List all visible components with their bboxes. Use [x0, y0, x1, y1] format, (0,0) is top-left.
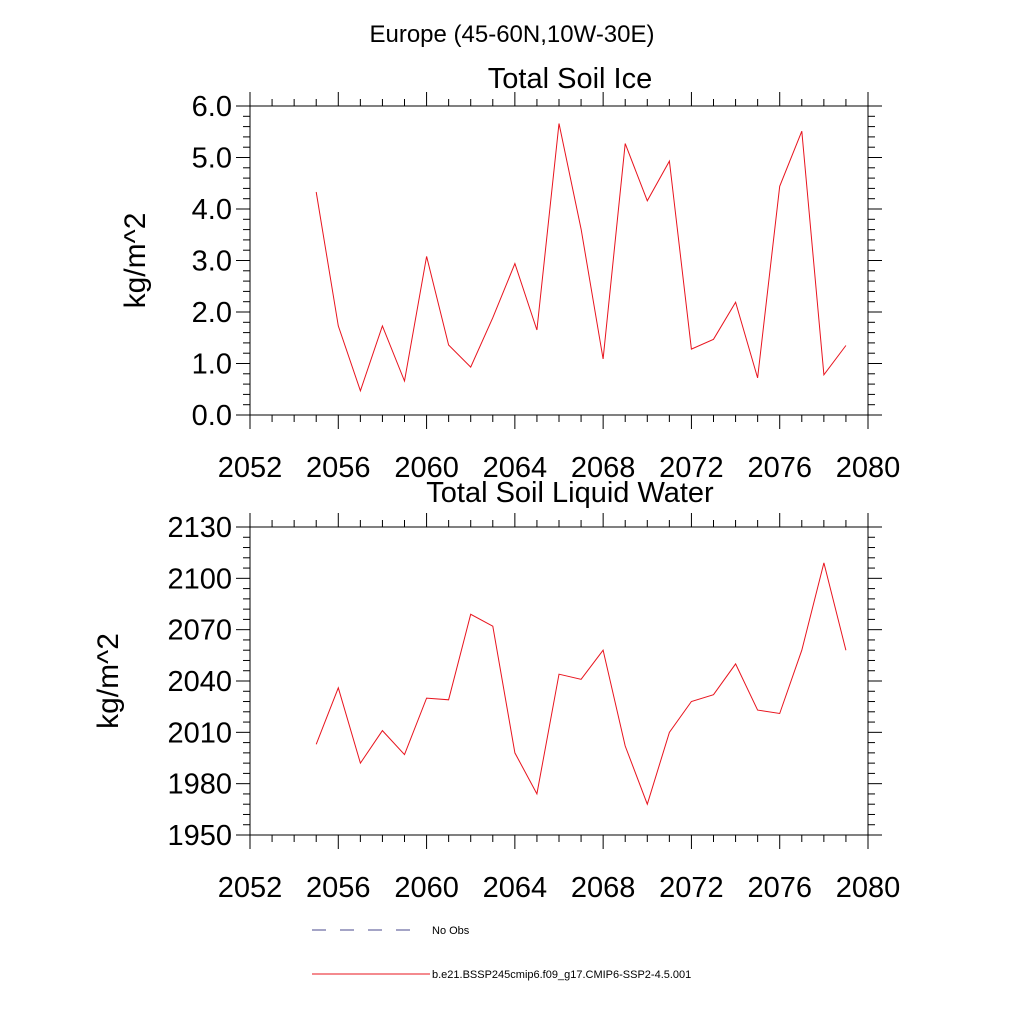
y-tick-label: 2070: [167, 615, 232, 647]
plot-frame: [249, 526, 869, 836]
panel-total-soil-liquid-water: Total Soil Liquid Water kg/m^2 2052 2056 206…: [92, 477, 900, 904]
legend-label-model: b.e21.BSSP245cmip6.f09_g17.CMIP6-SSP2-4.…: [432, 969, 691, 981]
panel-total-soil-ice: Total Soil Ice kg/m^2 2052 2056 2060 2064 2068…: [119, 63, 900, 484]
x-tick-label: 2076: [747, 872, 812, 904]
plot-frame: [249, 105, 869, 416]
x-tick-label: 2080: [836, 452, 901, 484]
y-tick-label: 2130: [167, 512, 232, 544]
x-tick-label: 2056: [306, 452, 371, 484]
chart-title: Total Soil Ice: [488, 63, 652, 95]
series-line: [315, 562, 847, 806]
y-tick-label: 1950: [167, 820, 232, 852]
x-tick-label: 2056: [306, 872, 371, 904]
y-tick-label: 3.0: [192, 246, 232, 278]
x-tick-label: 2064: [483, 452, 548, 484]
y-tick-label: 0.0: [192, 400, 232, 432]
legend-label-no-obs: No Obs: [432, 925, 470, 937]
y-tick-label: 4.0: [192, 194, 232, 226]
x-tick-label: 2080: [836, 872, 901, 904]
x-tick-label: 2068: [571, 452, 636, 484]
y-tick-label: 2100: [167, 563, 232, 595]
chart-title: Total Soil Liquid Water: [426, 477, 714, 509]
y-tick-label: 5.0: [192, 143, 232, 175]
y-axis-label: kg/m^2: [119, 213, 152, 309]
x-tick-label: 2052: [218, 872, 283, 904]
y-tick-label: 2040: [167, 666, 232, 698]
y-tick-label: 1.0: [192, 349, 232, 381]
x-tick-label: 2072: [659, 872, 724, 904]
y-tick-label: 2.0: [192, 297, 232, 329]
y-axis-label: kg/m^2: [92, 633, 125, 729]
legend: No Obs b.e21.BSSP245cmip6.f09_g17.CMIP6-…: [312, 925, 691, 981]
figure-title: Europe (45-60N,10W-30E): [369, 21, 654, 48]
x-tick-label: 2076: [747, 452, 812, 484]
x-tick-label: 2052: [218, 452, 283, 484]
x-tick-label: 2064: [483, 872, 548, 904]
y-tick-label: 6.0: [192, 91, 232, 123]
x-tick-label: 2060: [394, 872, 459, 904]
y-tick-label: 1980: [167, 769, 232, 801]
x-tick-label: 2072: [659, 452, 724, 484]
y-tick-label: 2010: [167, 717, 232, 749]
x-tick-label: 2068: [571, 872, 636, 904]
x-tick-label: 2060: [394, 452, 459, 484]
series-line: [315, 123, 847, 393]
